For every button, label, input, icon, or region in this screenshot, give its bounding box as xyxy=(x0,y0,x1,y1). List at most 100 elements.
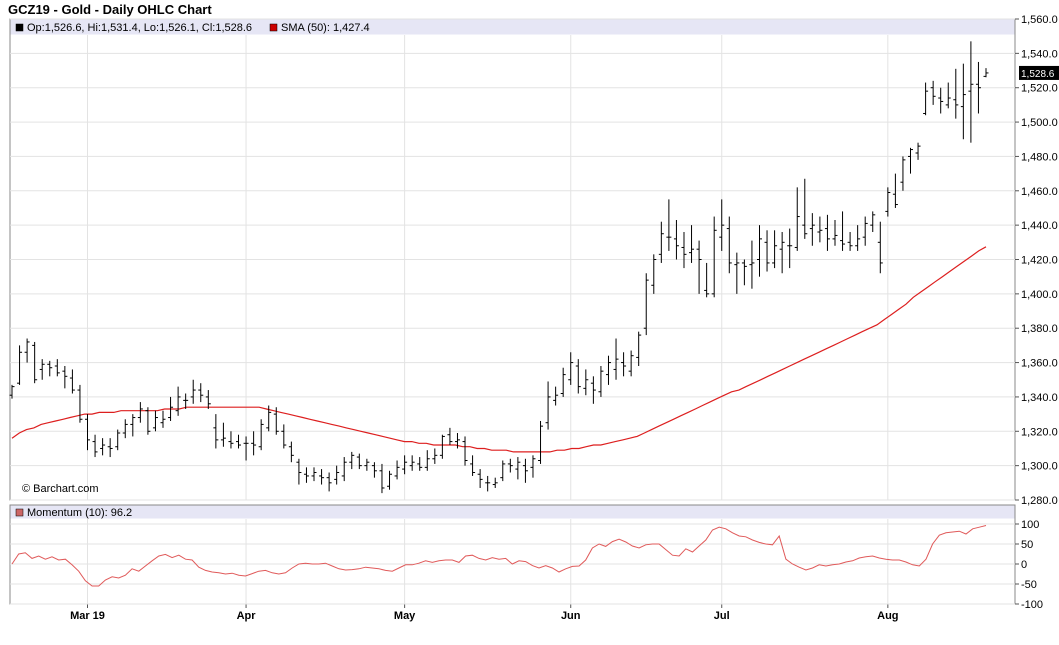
price-tick-label: 1,280.0 xyxy=(1021,495,1058,507)
ohlc-bar xyxy=(651,254,657,294)
ohlc-bar xyxy=(923,82,929,116)
ohlc-bar xyxy=(575,359,581,394)
ohlc-bar xyxy=(462,436,468,466)
ohlc-bar xyxy=(719,199,725,251)
sma50-line xyxy=(11,246,987,453)
ohlc-bar xyxy=(673,219,679,260)
ohlc-bar xyxy=(387,470,393,490)
ohlc-bar xyxy=(32,341,38,384)
ohlc-bar xyxy=(704,262,710,298)
momentum-panel xyxy=(9,504,1016,605)
ohlc-bar xyxy=(100,438,106,456)
ohlc-bar xyxy=(658,221,664,263)
month-label: Aug xyxy=(877,610,898,622)
ohlc-legend-label: Op:1,526.6, Hi:1,531.4, Lo:1,526.1, Cl:1… xyxy=(27,22,252,34)
sma-legend-label: SMA (50): 1,427.4 xyxy=(281,22,370,34)
ohlc-bar xyxy=(530,455,536,478)
ohlc-bar xyxy=(371,462,377,478)
price-tick-label: 1,360.0 xyxy=(1021,358,1058,370)
ohlc-bar xyxy=(945,82,951,109)
ohlc-bar xyxy=(145,407,151,435)
ohlc-bar xyxy=(832,219,838,246)
ohlc-bar xyxy=(855,225,861,251)
month-label: Jul xyxy=(714,610,730,622)
ohlc-bar xyxy=(160,410,166,428)
ohlc-bar xyxy=(900,156,906,191)
ohlc-bar xyxy=(364,458,370,471)
ohlc-bar xyxy=(311,467,317,482)
ohlc-bar xyxy=(85,414,91,451)
ohlc-bar xyxy=(402,455,408,475)
ohlc-bar xyxy=(892,173,898,208)
last-value-tag xyxy=(1019,65,1059,80)
ohlc-bar xyxy=(243,436,249,461)
ohlc-bar xyxy=(915,142,921,160)
ohlc-bar xyxy=(424,450,430,471)
ohlc-bar xyxy=(809,213,815,246)
ohlc-bar xyxy=(175,386,181,416)
ohlc-bar xyxy=(938,87,944,114)
ohlc-bar xyxy=(983,68,989,78)
ohlc-bar xyxy=(613,338,619,380)
ohlc-bar xyxy=(281,424,287,449)
last-value-label: 1,528.6 xyxy=(1021,69,1055,80)
momentum-tick-label: 50 xyxy=(1021,539,1033,551)
price-tick-label: 1,560.0 xyxy=(1021,14,1058,26)
ohlc-bar xyxy=(772,230,778,269)
ohlc-bar xyxy=(54,359,60,377)
ohlc-bar xyxy=(968,41,974,143)
ohlc-bar xyxy=(394,460,400,480)
ohlc-bar xyxy=(870,211,876,233)
ohlc-bar xyxy=(326,472,332,492)
ohlc-bar xyxy=(341,457,347,482)
momentum-tick-label: 100 xyxy=(1021,519,1039,531)
price-tick-label: 1,380.0 xyxy=(1021,323,1058,335)
ohlc-bar xyxy=(485,475,491,492)
ohlc-bar xyxy=(409,455,415,471)
ohlc-bar xyxy=(296,458,302,485)
momentum-legend-band xyxy=(10,505,1015,519)
momentum-line xyxy=(11,525,987,587)
price-tick-label: 1,420.0 xyxy=(1021,255,1058,267)
ohlc-bar xyxy=(590,376,596,404)
ohlc-bar xyxy=(349,451,355,470)
ohlc-bar xyxy=(183,393,189,409)
ohlc-bar xyxy=(9,384,15,399)
ohlc-bar xyxy=(152,410,158,432)
price-tick-label: 1,300.0 xyxy=(1021,461,1058,473)
ohlc-bar xyxy=(817,216,823,243)
ohlc-bar xyxy=(507,458,513,473)
ohlc-bar xyxy=(636,331,642,367)
ohlc-bar xyxy=(228,431,234,449)
ohlc-bar xyxy=(273,407,279,435)
ohlc-bar xyxy=(213,414,219,449)
ohlc-bar xyxy=(470,455,476,476)
ohlc-bar xyxy=(787,228,793,269)
ohlc-bar xyxy=(666,199,672,251)
ohlc-bar xyxy=(726,216,732,274)
month-label: Mar 19 xyxy=(70,610,105,622)
ohlc-bar xyxy=(583,369,589,396)
ohlc-bar xyxy=(840,211,846,251)
ohlc-bar xyxy=(621,352,627,377)
month-label: Jun xyxy=(561,610,581,622)
ohlc-bar xyxy=(122,419,128,439)
ohlc-bar xyxy=(741,259,747,286)
ohlc-bar xyxy=(130,414,136,437)
price-tick-label: 1,480.0 xyxy=(1021,151,1058,163)
price-tick-label: 1,540.0 xyxy=(1021,48,1058,60)
ohlc-bar xyxy=(454,433,460,449)
ohlc-bar xyxy=(69,369,75,394)
ohlc-bar xyxy=(39,359,45,380)
ohlc-bar xyxy=(77,384,83,423)
ohlc-bar xyxy=(205,390,211,409)
ohlc-bar xyxy=(356,453,362,470)
ohlc-bar xyxy=(492,477,498,488)
ohlc-bar xyxy=(953,68,959,119)
ohlc-bar xyxy=(568,352,574,385)
ohlc-bar xyxy=(62,366,68,389)
ohlc-bar xyxy=(92,434,98,458)
ohlc-bar xyxy=(560,367,566,397)
credit-label: © Barchart.com xyxy=(22,483,99,495)
